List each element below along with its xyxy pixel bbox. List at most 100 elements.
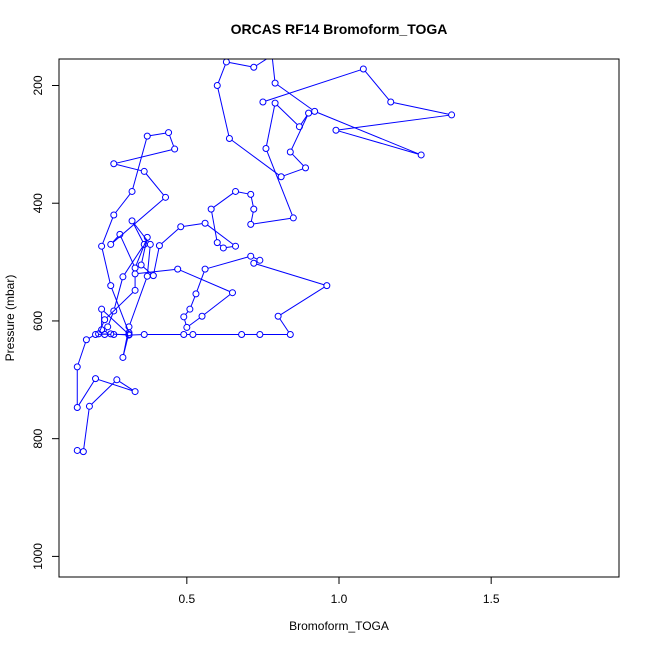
data-point	[183, 323, 191, 331]
data-point	[232, 242, 240, 250]
series-segment	[153, 248, 160, 273]
data-point	[302, 164, 310, 172]
series-segment	[291, 115, 308, 150]
series-segment	[115, 193, 131, 213]
series-segment	[280, 286, 325, 316]
series-segment	[207, 256, 248, 269]
series-segment	[256, 59, 268, 67]
series-segment	[196, 271, 205, 292]
series-segment	[207, 224, 234, 245]
data-point	[213, 81, 221, 89]
data-point	[305, 109, 313, 117]
data-point	[271, 79, 279, 87]
series-segment	[150, 132, 166, 137]
data-point	[131, 388, 139, 396]
data-point	[107, 282, 115, 290]
series-segment	[276, 104, 298, 125]
data-point	[256, 256, 264, 264]
data-point	[101, 316, 109, 324]
series-segment	[141, 240, 148, 263]
data-point	[92, 375, 100, 383]
y-tick-label: 600	[31, 311, 45, 331]
series-segment	[145, 173, 165, 196]
series-segment	[129, 278, 147, 325]
series-segment	[364, 70, 390, 100]
data-point	[247, 252, 255, 260]
series-segment	[265, 69, 361, 102]
series-segment	[190, 296, 196, 307]
data-point	[359, 65, 367, 73]
data-point	[247, 190, 255, 198]
data-point	[110, 307, 118, 315]
series-segment	[88, 335, 94, 339]
x-tick-label: 1.0	[331, 592, 348, 606]
series-segment	[279, 318, 290, 333]
series-segment	[217, 88, 230, 136]
series-segment	[133, 222, 149, 243]
data-point	[180, 313, 188, 321]
data-point	[85, 402, 93, 410]
series-segment	[250, 197, 254, 207]
series-segment	[256, 263, 325, 286]
series-segment	[116, 164, 142, 172]
data-point	[387, 98, 395, 106]
series-segment	[266, 151, 293, 216]
data-point	[149, 272, 157, 280]
data-point	[201, 265, 209, 273]
series-segment	[132, 223, 144, 242]
data-point	[110, 160, 118, 168]
data-point	[79, 448, 87, 456]
series-segment	[184, 319, 187, 325]
series-segment	[123, 335, 129, 355]
series-segment	[338, 114, 449, 131]
chart-title: ORCAS RF14 Bromoform_TOGA	[231, 21, 448, 37]
series-segment	[132, 138, 147, 189]
data-point	[140, 330, 148, 338]
data-point	[128, 187, 136, 195]
data-point	[107, 240, 115, 248]
data-point	[277, 173, 285, 181]
series-segment	[393, 102, 449, 115]
y-tick-label: 800	[31, 428, 45, 448]
data-point	[256, 330, 264, 338]
data-point	[92, 330, 100, 338]
series-segment	[111, 288, 129, 331]
series-segment	[211, 211, 218, 240]
series-segment	[98, 379, 133, 392]
series-segment	[338, 130, 419, 155]
data-point	[143, 132, 151, 140]
series-segment	[317, 112, 419, 155]
series-segment	[217, 64, 226, 83]
data-point	[250, 259, 258, 267]
series-segment	[101, 248, 111, 283]
series-segment	[106, 292, 134, 319]
series-segment	[161, 228, 179, 244]
series-segment	[114, 279, 123, 309]
data-point	[180, 330, 188, 338]
series-segment	[292, 153, 304, 167]
y-axis-label: Pressure (mbar)	[3, 275, 17, 362]
series-segment	[169, 135, 175, 147]
data-point	[131, 286, 139, 294]
series-segment	[91, 381, 116, 405]
series-segment	[78, 380, 95, 406]
data-point	[119, 273, 127, 281]
data-point	[417, 151, 425, 159]
data-point	[219, 244, 227, 252]
data-point	[250, 205, 258, 213]
series-segment	[277, 84, 313, 111]
series-segment	[120, 236, 135, 266]
series-segment	[283, 168, 303, 177]
series-segment	[253, 217, 291, 225]
series-segment	[188, 317, 200, 327]
data-point	[162, 193, 170, 201]
data-point	[286, 148, 294, 156]
x-axis-label: Bromoform_TOGA	[289, 619, 389, 633]
data-point	[262, 144, 270, 152]
series-segment	[180, 269, 230, 292]
series-segment	[112, 198, 164, 243]
data-point	[323, 282, 331, 290]
x-axis: 0.5 1.0 1.5	[178, 576, 500, 606]
data-point	[131, 264, 139, 272]
